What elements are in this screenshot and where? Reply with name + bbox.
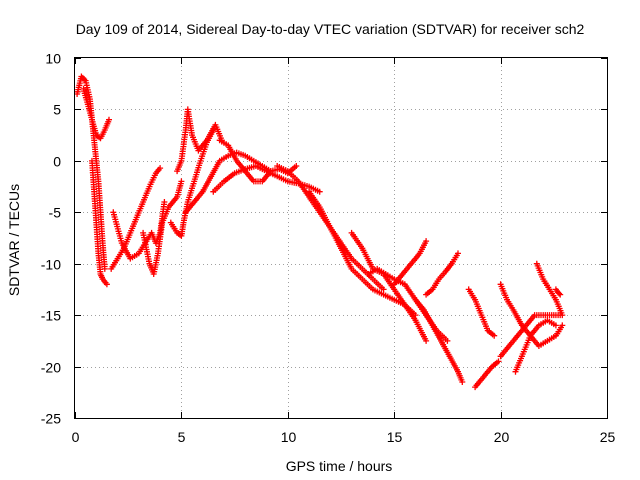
series-arc-23 — [512, 317, 559, 375]
series-markers — [423, 250, 461, 298]
y-tick-label: -5 — [49, 205, 62, 221]
series-markers — [89, 157, 110, 288]
y-axis-label: SDTVAR / TECUs — [6, 184, 22, 296]
series-arc-19 — [465, 286, 498, 339]
series-arc-8 — [174, 106, 225, 175]
series-markers — [348, 229, 430, 344]
x-tick-label: 0 — [72, 429, 80, 445]
series-markers — [533, 260, 566, 319]
series-markers — [412, 296, 466, 385]
series-markers — [140, 178, 185, 277]
series-arc-3 — [89, 157, 110, 288]
series-markers — [80, 85, 112, 142]
x-tick-label: 25 — [600, 429, 616, 445]
chart-title: Day 109 of 2014, Sidereal Day-to-day VTE… — [76, 21, 585, 37]
series-markers — [465, 286, 498, 339]
y-tick-label: -10 — [41, 257, 61, 273]
series-arc-17 — [412, 296, 466, 385]
x-tick-label: 10 — [281, 429, 297, 445]
series-markers — [552, 286, 564, 298]
series-arc-18 — [423, 250, 461, 298]
data-points — [74, 73, 566, 391]
y-tick-label: -20 — [41, 360, 61, 376]
series-markers — [174, 106, 225, 175]
series-arc-24 — [533, 260, 566, 319]
series-markers — [391, 238, 430, 288]
series-arc-16 — [391, 238, 430, 288]
x-tick-label: 15 — [387, 429, 403, 445]
series-arc-2 — [80, 85, 112, 142]
x-tick-label: 20 — [494, 429, 510, 445]
series-markers — [512, 317, 559, 375]
y-tick-label: 10 — [45, 51, 61, 67]
series-markers — [210, 163, 323, 195]
series-arc-6 — [140, 178, 185, 277]
y-tick-label: 0 — [53, 154, 61, 170]
series-arc-20 — [472, 358, 502, 391]
axes: 0 5 10 15 20 25 10 5 0 -5 -10 -15 -20 -25 — [41, 51, 616, 446]
series-markers — [472, 358, 502, 391]
y-tick-label: -15 — [41, 308, 61, 324]
series-arc-11 — [210, 163, 323, 195]
series-arc-25 — [552, 286, 564, 298]
series-arc-14 — [348, 229, 430, 344]
plot-frame — [74, 57, 608, 419]
x-tick-label: 5 — [178, 429, 186, 445]
x-axis-label: GPS time / hours — [286, 458, 393, 474]
y-tick-label: 5 — [53, 102, 61, 118]
y-tick-label: -25 — [41, 411, 61, 427]
